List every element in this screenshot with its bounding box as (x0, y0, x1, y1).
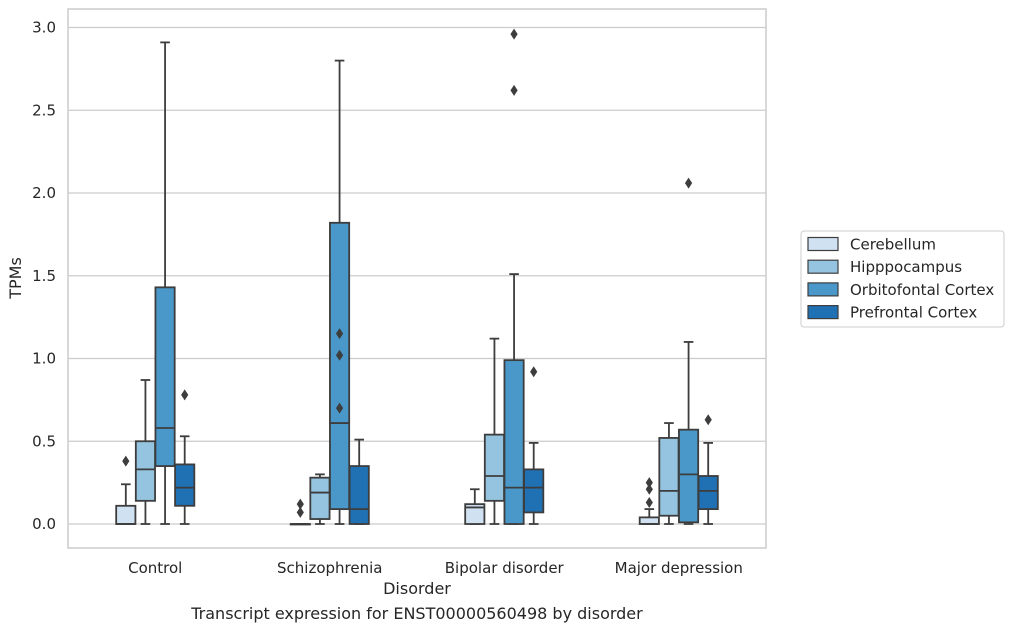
x-tick-label: Schizophrenia (277, 559, 382, 577)
box-iqr (154, 286, 176, 467)
y-tick-label: 1.0 (32, 350, 56, 368)
box-hipppocampus (658, 422, 680, 525)
box-iqr (174, 463, 196, 507)
box-iqr (697, 475, 719, 511)
box-prefrontal-cortex (523, 366, 545, 525)
legend-swatch (807, 259, 839, 274)
box-iqr (348, 465, 370, 525)
y-tick-labels: 0.0 0.5 1.0 1.5 2.0 2.5 3.0 (32, 19, 56, 534)
legend-entries: Cerebellum Hipppocampus Orbitofontal Corte… (807, 236, 994, 322)
legend-swatch (807, 236, 839, 252)
y-tick-label: 3.0 (32, 19, 56, 37)
x-axis-label: Disorder (383, 579, 451, 598)
box-hipppocampus (309, 473, 331, 525)
box-cerebellum (289, 498, 311, 526)
outlier-point (296, 498, 304, 510)
box-iqr (134, 440, 156, 502)
outlier-point (510, 28, 518, 40)
box-iqr (464, 503, 486, 525)
x-tick-label: Major depression (615, 559, 743, 577)
outlier-point (181, 389, 189, 401)
boxplot-chart: 0.0 0.5 1.0 1.5 2.0 2.5 3.0 Control Schizophren… (6, 8, 1005, 598)
outlier-point (335, 328, 344, 340)
outlier-point (704, 414, 712, 426)
y-tick-label: 0.5 (32, 432, 56, 450)
y-tick-label: 2.5 (32, 101, 56, 119)
box-cerebellum (115, 455, 137, 525)
box-iqr (638, 516, 660, 525)
box-prefrontal-cortex (697, 414, 719, 525)
outlier-point (530, 366, 538, 378)
legend-label: Hipppocampus (850, 258, 962, 276)
outlier-point (645, 483, 653, 495)
plot-frame (67, 8, 767, 549)
box-iqr (678, 428, 700, 524)
box-iqr (115, 504, 137, 525)
outlier-point (122, 455, 130, 467)
boxes (115, 28, 719, 526)
legend-swatch (807, 282, 839, 297)
legend-label: Cerebellum (850, 236, 936, 254)
outlier-point (335, 349, 344, 361)
box-iqr (523, 468, 545, 514)
legend-frame (800, 230, 1005, 328)
y-tick-label: 0.0 (32, 515, 56, 533)
x-tick-labels: Control Schizophrenia Bipolar disorder Majo… (128, 559, 743, 577)
legend: Cerebellum Hipppocampus Orbitofontal Corte… (800, 230, 1005, 328)
legend-label: Prefrontal Cortex (850, 304, 977, 322)
y-tick-label: 1.5 (32, 267, 56, 285)
box-hipppocampus (483, 337, 505, 525)
box-cerebellum (464, 488, 486, 525)
box-iqr (309, 476, 331, 520)
outlier-point (684, 177, 693, 189)
box-cerebellum (638, 477, 660, 525)
chart-caption: Transcript expression for ENST0000056049… (191, 604, 643, 623)
box-orbitofontal-cortex (678, 177, 700, 525)
x-tick-label: Bipolar disorder (445, 559, 565, 577)
x-tick-label: Control (128, 559, 182, 577)
y-tick-label: 2.0 (32, 184, 56, 202)
box-prefrontal-cortex (348, 438, 370, 525)
legend-swatch (807, 305, 839, 320)
box-orbitofontal-cortex (503, 28, 525, 525)
outlier-point (296, 506, 304, 518)
box-orbitofontal-cortex (329, 59, 351, 525)
legend-label: Orbitofontal Cortex (850, 281, 994, 299)
outlier-point (645, 477, 653, 489)
box-iqr (483, 433, 505, 502)
box-orbitofontal-cortex (154, 41, 176, 525)
outlier-point (645, 496, 653, 508)
outlier-point (510, 84, 518, 96)
box-hipppocampus (134, 379, 156, 525)
box-iqr (658, 437, 680, 517)
box-iqr (503, 359, 525, 525)
y-axis-label: TPMs (6, 257, 25, 300)
outlier-point (335, 402, 344, 414)
box-iqr (329, 221, 351, 511)
box-prefrontal-cortex (174, 389, 196, 525)
